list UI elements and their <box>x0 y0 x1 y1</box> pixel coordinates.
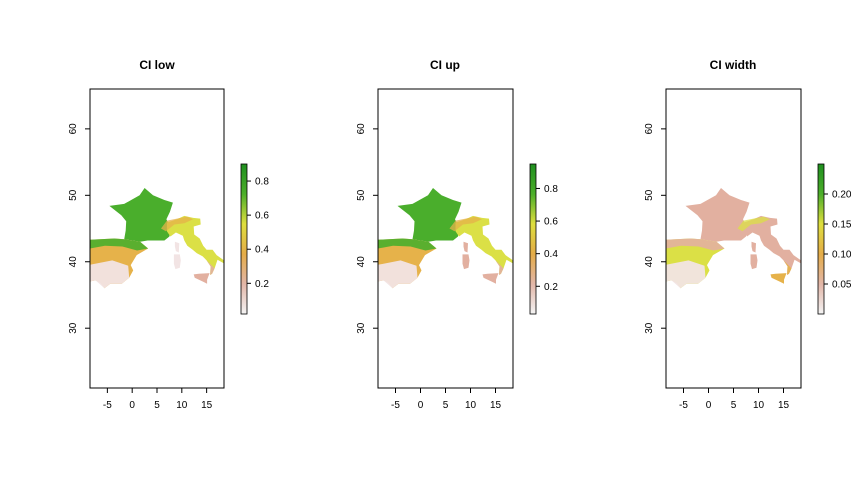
x-tick-label: 15 <box>201 400 213 411</box>
map-panel-2: CI up -5 0 5 10 15 30 40 50 60 0.2 0.4 0.6 0.8 <box>356 58 558 411</box>
colorbar-tick-label: 0.15 <box>832 220 852 231</box>
y-tick-label: 30 <box>644 322 655 334</box>
y-tick-label: 30 <box>356 322 367 334</box>
raster-layer <box>666 188 801 289</box>
x-tick-label: 5 <box>443 400 449 411</box>
colorbar <box>240 163 248 315</box>
region-north-iberia <box>90 238 149 251</box>
colorbar-tick-label: 0.10 <box>832 250 852 261</box>
region-sardinia <box>750 254 758 270</box>
region-calabria <box>783 260 792 275</box>
region-france <box>397 188 462 242</box>
x-tick-label: -5 <box>679 400 688 411</box>
raster-layer <box>90 188 224 289</box>
raster-layer <box>378 188 513 289</box>
map-panel-3: CI width -5 0 5 10 15 30 40 50 60 0.05 0.10 0.15 0.20 <box>644 58 852 411</box>
region-alps <box>449 216 482 232</box>
y-tick-label: 50 <box>644 189 655 201</box>
region-italy <box>455 215 513 275</box>
x-tick-label: -5 <box>103 400 112 411</box>
region-corsica <box>751 241 756 253</box>
region-sicily <box>770 273 787 284</box>
x-tick-label: 0 <box>129 400 135 411</box>
x-tick-label: 5 <box>731 400 737 411</box>
region-italy <box>743 215 801 275</box>
y-tick-label: 60 <box>644 123 655 135</box>
panel-title: CI width <box>710 58 757 72</box>
x-tick-label: 0 <box>418 400 424 411</box>
x-tick-label: -5 <box>391 400 400 411</box>
region-corsica <box>174 241 180 253</box>
region-alps <box>161 216 194 232</box>
region-italy <box>166 215 224 275</box>
x-tick-label: 5 <box>154 400 160 411</box>
y-tick-label: 50 <box>356 189 367 201</box>
x-tick-label: 10 <box>465 400 477 411</box>
colorbar-tick-label: 0.8 <box>544 184 558 195</box>
y-tick-label: 50 <box>68 189 79 201</box>
region-sardinia <box>173 254 181 270</box>
map-panel-1: CI low -5 0 5 10 15 30 40 50 60 0.2 0.4 0.6 0.8 <box>68 58 269 411</box>
colorbar-tick-label: 0.4 <box>544 249 558 260</box>
colorbar-tick-label: 0.2 <box>255 279 269 290</box>
region-south-iberia <box>378 260 418 289</box>
region-calabria <box>495 260 504 275</box>
region-south-iberia <box>666 260 706 289</box>
region-sicily <box>193 273 210 284</box>
region-sicily <box>482 273 499 284</box>
y-tick-label: 60 <box>68 123 79 135</box>
colorbar <box>817 163 825 315</box>
region-france <box>109 188 173 242</box>
region-corsica <box>463 241 468 253</box>
region-france <box>685 188 750 242</box>
y-tick-label: 30 <box>68 322 79 334</box>
colorbar-tick-label: 0.6 <box>255 211 269 222</box>
y-tick-label: 40 <box>356 256 367 268</box>
region-south-iberia <box>90 260 130 289</box>
region-sardinia <box>462 254 470 270</box>
panel-title: CI up <box>430 58 460 72</box>
x-tick-label: 15 <box>778 400 790 411</box>
region-calabria <box>206 260 215 275</box>
y-tick-label: 40 <box>68 256 79 268</box>
region-alps <box>737 216 770 232</box>
region-north-iberia <box>378 238 437 251</box>
colorbar-tick-label: 0.6 <box>544 217 558 228</box>
colorbar-tick-label: 0.2 <box>544 282 558 293</box>
colorbar-tick-label: 0.20 <box>832 190 852 201</box>
y-tick-label: 40 <box>644 256 655 268</box>
x-tick-label: 0 <box>706 400 712 411</box>
region-north-iberia <box>666 238 725 251</box>
colorbar-tick-label: 0.4 <box>255 245 269 256</box>
colorbar-tick-label: 0.8 <box>255 177 269 188</box>
colorbar-tick-label: 0.05 <box>832 280 852 291</box>
colorbar <box>529 163 537 315</box>
y-tick-label: 60 <box>356 123 367 135</box>
x-tick-label: 15 <box>490 400 502 411</box>
x-tick-label: 10 <box>176 400 188 411</box>
panel-title: CI low <box>139 58 175 72</box>
x-tick-label: 10 <box>753 400 765 411</box>
